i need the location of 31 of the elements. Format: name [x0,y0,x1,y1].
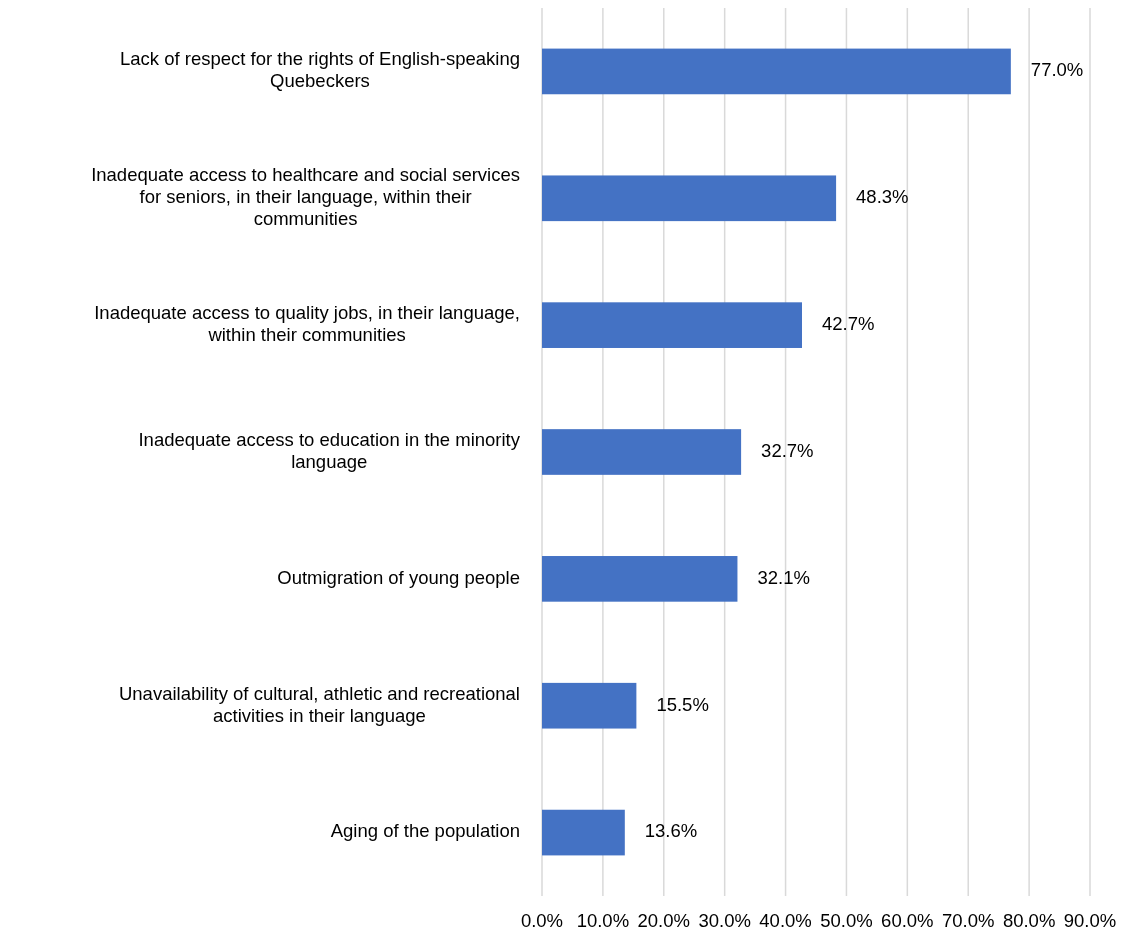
x-tick-label: 90.0% [1063,909,1117,931]
x-tick-label: 60.0% [881,909,934,931]
x-tick-label: 20.0% [637,909,691,931]
bar [542,175,837,222]
y-tick-label: Aging of the population [330,820,520,842]
bar [542,682,637,729]
data-label: 32.1% [757,566,810,588]
bar [542,302,802,348]
y-tick-label: Lack of respect for the rights of English-speaking Quebeckers [119,48,521,92]
x-tick-label: 10.0% [576,909,630,931]
y-tick-label: Inadequate access to healthcare and social services for seniors, in their language, within their communities [91,163,520,230]
bar [542,556,738,602]
bar [542,429,742,475]
bar [542,809,625,856]
y-tick-label: Outmigration of young people [277,566,520,588]
x-tick-label: 30.0% [698,909,751,931]
data-label: 77.0% [1030,59,1084,81]
x-tick-label: 50.0% [820,909,873,931]
y-tick-label: Unavailability of cultural, athletic and recreational activities in their language [118,682,521,726]
x-tick-label: 80.0% [1002,909,1056,931]
y-tick-label: Inadequate access to quality jobs, in their language, within their communities [94,301,520,346]
data-label: 13.6% [644,820,698,842]
data-label: 48.3% [856,186,909,208]
data-label: 32.7% [761,439,814,461]
x-tick-label: 0.0% [520,909,564,931]
y-tick-label: Inadequate access to education in the minority language [138,428,521,472]
x-tick-label: 40.0% [759,909,812,931]
bar [542,48,1011,95]
x-tick-label: 70.0% [941,909,995,931]
data-label: 42.7% [822,313,875,335]
data-label: 15.5% [656,693,709,715]
